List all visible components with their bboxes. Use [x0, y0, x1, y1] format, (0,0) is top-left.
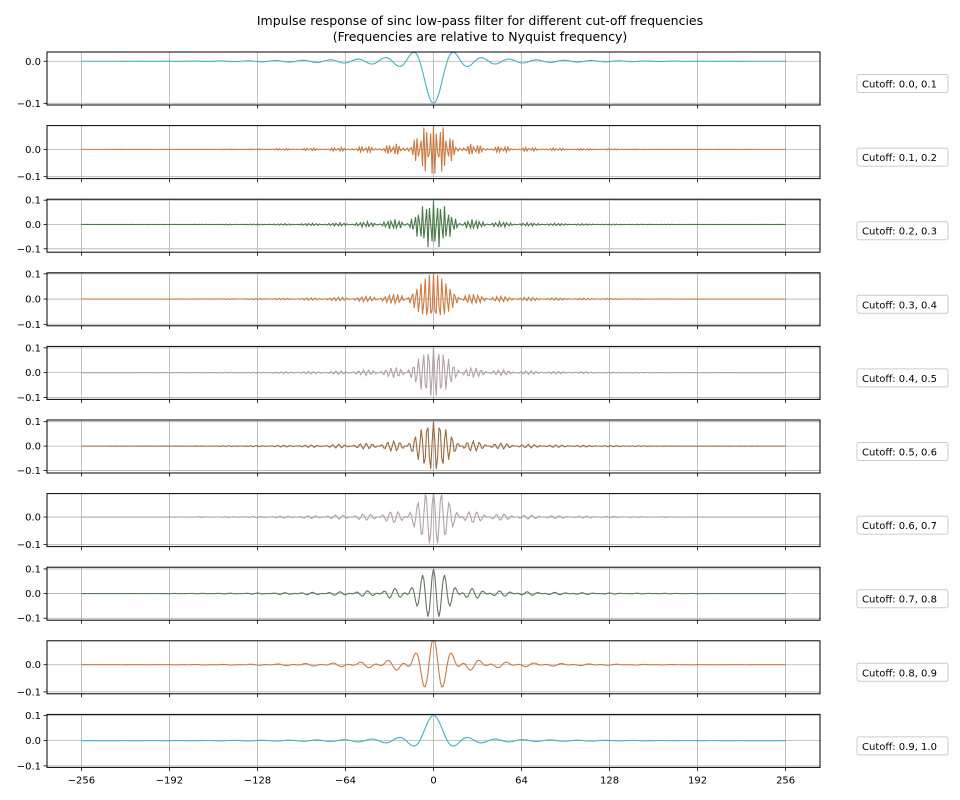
legend-box — [856, 147, 949, 167]
y-tick-label: 0.0 — [25, 513, 41, 524]
panel-4: −0.1 0.0 0.1 Cutoff: 0.3, 0.4 — [17, 269, 949, 331]
series-line-4 — [81, 273, 786, 316]
series-line-10 — [81, 714, 786, 747]
x-tick-label: −192 — [156, 775, 183, 786]
legend-box — [856, 515, 949, 535]
y-tick-label: 0.0 — [25, 368, 41, 379]
y-tick-label: 0.0 — [25, 442, 41, 453]
y-tick-label: −0.1 — [17, 540, 41, 551]
legend-label: Cutoff: 0.6, 0.7 — [862, 521, 937, 532]
x-tick-label: 64 — [515, 775, 528, 786]
y-tick-label: −0.1 — [17, 244, 41, 255]
y-tick-label: 0.0 — [25, 295, 41, 306]
legend-box — [856, 442, 949, 461]
y-tick-label: 0.0 — [25, 660, 41, 671]
y-tick-label: −0.1 — [17, 393, 41, 404]
legend-label: Cutoff: 0.1, 0.2 — [862, 153, 937, 164]
axes-frame — [46, 125, 821, 180]
y-tick-label: −0.1 — [17, 99, 41, 110]
x-tick-label: −64 — [335, 775, 356, 786]
chart-subtitle: (Frequencies are relative to Nyquist fre… — [333, 29, 628, 44]
series-line-6 — [81, 421, 786, 470]
legend-label: Cutoff: 0.3, 0.4 — [862, 300, 937, 311]
y-tick-label: −0.1 — [17, 320, 41, 331]
axes-frame — [46, 419, 821, 474]
axes-frame — [46, 345, 821, 400]
x-tick-label: −256 — [68, 775, 95, 786]
legend-box — [856, 221, 949, 241]
axes-frame — [46, 272, 821, 327]
legend-label: Cutoff: 0.9, 1.0 — [862, 742, 937, 753]
legend-box — [856, 662, 949, 682]
legend-box — [856, 589, 949, 609]
y-tick-label: 0.1 — [25, 711, 41, 722]
panel-8: −0.1 0.0 0.1 Cutoff: 0.7, 0.8 — [17, 564, 949, 625]
legend-label: Cutoff: 0.0, 0.1 — [862, 80, 937, 91]
panel-10: −256 −192 −128 −64 0 64 128 192 256 −0.1 0.0 0.1 Cut… — [17, 711, 949, 786]
legend-label: Cutoff: 0.4, 0.5 — [862, 374, 937, 385]
chart-title: Impulse response of sinc low-pass filter… — [257, 13, 703, 28]
panel-1: −0.1 0.0 Cutoff: 0.0, 0.1 — [17, 51, 949, 110]
series-line-1 — [81, 51, 786, 104]
panel-6: −0.1 0.0 0.1 Cutoff: 0.5, 0.6 — [17, 417, 949, 477]
legend-box — [856, 74, 949, 93]
x-tick-label: 128 — [600, 775, 619, 786]
x-tick-label: 192 — [688, 775, 707, 786]
x-tick-label: −128 — [244, 775, 271, 786]
series-line-5 — [81, 347, 786, 396]
x-tick-label: 256 — [776, 775, 795, 786]
axes-frame — [46, 493, 821, 548]
panel-5: −0.1 0.0 0.1 Cutoff: 0.4, 0.5 — [17, 343, 949, 404]
y-tick-label: 0.0 — [25, 145, 41, 156]
legend-label: Cutoff: 0.5, 0.6 — [862, 448, 937, 459]
y-tick-label: 0.1 — [25, 196, 41, 207]
axes-frame — [46, 640, 821, 695]
panel-2: −0.1 0.0 Cutoff: 0.1, 0.2 — [17, 125, 949, 183]
axes-frame — [46, 566, 821, 621]
axes-frame — [46, 51, 821, 106]
legend-box — [856, 368, 949, 388]
panel-3: −0.1 0.0 0.1 Cutoff: 0.2, 0.3 — [17, 196, 949, 256]
legend-label: Cutoff: 0.2, 0.3 — [862, 227, 937, 238]
y-tick-label: −0.1 — [17, 172, 41, 183]
y-tick-label: 0.1 — [25, 417, 41, 428]
y-tick-label: 0.0 — [25, 220, 41, 231]
axes-frame — [46, 198, 821, 253]
y-tick-label: 0.0 — [25, 57, 41, 68]
x-tick-label: 0 — [430, 775, 436, 786]
y-tick-label: 0.1 — [25, 269, 41, 280]
y-tick-label: 0.1 — [25, 343, 41, 354]
legend-label: Cutoff: 0.8, 0.9 — [862, 668, 937, 679]
y-tick-label: 0.0 — [25, 736, 41, 747]
panel-9: −0.1 0.0 Cutoff: 0.8, 0.9 — [17, 640, 949, 698]
y-tick-label: −0.1 — [17, 761, 41, 772]
axes-frame — [46, 713, 821, 768]
series-line-8 — [81, 568, 786, 617]
legend-box — [856, 736, 949, 756]
legend-box — [856, 294, 949, 314]
y-tick-label: 0.1 — [25, 564, 41, 575]
y-tick-label: 0.0 — [25, 589, 41, 600]
legend-label: Cutoff: 0.7, 0.8 — [862, 595, 937, 606]
y-tick-label: −0.1 — [17, 614, 41, 625]
panels-group: −0.1 0.0 Cutoff: 0.0, 0.1 −0.1 0.0 Cutoff: 0.… — [17, 51, 949, 786]
series-line-3 — [81, 200, 786, 248]
y-tick-label: −0.1 — [17, 687, 41, 698]
panel-7: −0.1 0.0 Cutoff: 0.6, 0.7 — [17, 493, 949, 551]
y-tick-label: −0.1 — [17, 466, 41, 477]
